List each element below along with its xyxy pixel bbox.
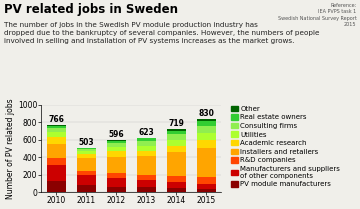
Text: Reference:
IEA PVPS task 1
Swedish National Survey Report
2015: Reference: IEA PVPS task 1 Swedish Natio… — [278, 3, 356, 27]
Bar — [197, 148, 216, 177]
Bar — [47, 132, 66, 136]
Bar — [107, 157, 126, 173]
Bar — [47, 126, 66, 128]
Bar — [197, 189, 216, 192]
Y-axis label: Number of PV related jobs: Number of PV related jobs — [6, 98, 15, 199]
Legend: Other, Real estate owners, Consulting firms, Utilities, Academic research, Insta: Other, Real estate owners, Consulting fi… — [229, 103, 343, 190]
Bar — [77, 151, 96, 154]
Bar — [77, 171, 96, 175]
Bar — [47, 158, 66, 165]
Bar — [167, 131, 186, 134]
Bar — [167, 176, 186, 182]
Bar — [107, 178, 126, 187]
Bar — [197, 134, 216, 140]
Text: The number of jobs in the Swedish PV module production industry has
dropped due : The number of jobs in the Swedish PV mod… — [4, 22, 319, 44]
Bar — [47, 136, 66, 144]
Bar — [77, 158, 96, 171]
Bar — [47, 165, 66, 181]
Bar — [167, 152, 186, 176]
Text: 623: 623 — [139, 127, 154, 136]
Bar — [197, 177, 216, 184]
Text: PV related jobs in Sweden: PV related jobs in Sweden — [4, 3, 177, 16]
Bar — [167, 146, 186, 152]
Bar — [137, 180, 156, 187]
Bar — [107, 173, 126, 178]
Bar — [107, 187, 126, 192]
Text: 596: 596 — [109, 130, 124, 139]
Bar — [77, 148, 96, 149]
Bar — [107, 147, 126, 152]
Bar — [77, 175, 96, 185]
Bar — [47, 144, 66, 158]
Text: 830: 830 — [198, 109, 214, 118]
Bar — [47, 128, 66, 132]
Bar — [47, 181, 66, 192]
Bar — [167, 134, 186, 140]
Bar — [107, 152, 126, 157]
Bar — [107, 141, 126, 143]
Bar — [107, 143, 126, 147]
Bar — [77, 149, 96, 151]
Bar — [77, 185, 96, 192]
Bar — [167, 129, 186, 131]
Bar — [197, 184, 216, 189]
Bar — [167, 182, 186, 188]
Bar — [77, 154, 96, 158]
Text: 766: 766 — [49, 115, 64, 124]
Bar — [137, 175, 156, 180]
Bar — [137, 187, 156, 192]
Bar — [47, 125, 66, 126]
Bar — [137, 141, 156, 146]
Bar — [167, 188, 186, 192]
Bar — [197, 126, 216, 134]
Bar — [107, 140, 126, 141]
Bar — [137, 139, 156, 141]
Bar — [197, 140, 216, 148]
Bar — [137, 146, 156, 150]
Bar — [137, 150, 156, 156]
Bar — [197, 121, 216, 126]
Bar — [167, 140, 186, 146]
Text: 503: 503 — [78, 138, 94, 147]
Bar — [137, 156, 156, 175]
Bar — [137, 138, 156, 139]
Text: 719: 719 — [168, 119, 184, 128]
Bar — [197, 119, 216, 121]
